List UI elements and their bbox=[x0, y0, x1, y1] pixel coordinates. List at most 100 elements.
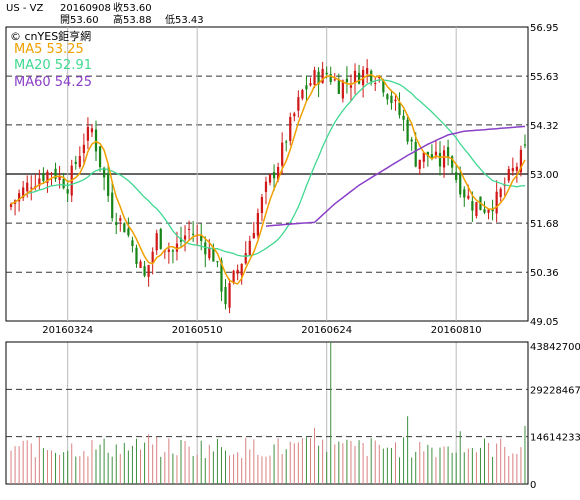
candle-body bbox=[503, 185, 506, 187]
candle-body bbox=[451, 156, 454, 168]
candle-body bbox=[256, 213, 259, 236]
candle-body bbox=[455, 172, 458, 180]
volume-bars bbox=[10, 342, 526, 484]
candle-body bbox=[58, 175, 61, 180]
candle-body bbox=[394, 99, 397, 102]
brand-name: cnYES鉅亨網 bbox=[24, 30, 92, 43]
candle-body bbox=[446, 147, 450, 158]
candle-body bbox=[167, 249, 170, 252]
candle-body bbox=[422, 152, 425, 162]
candle-body bbox=[38, 178, 41, 186]
candle-body bbox=[102, 167, 106, 178]
candle-body bbox=[268, 174, 272, 183]
volume-panel bbox=[5, 341, 529, 485]
header-open: 開53.60 bbox=[60, 15, 99, 26]
price-tick-label: 56.95 bbox=[530, 23, 559, 34]
candle-body bbox=[390, 95, 393, 104]
candle-body bbox=[143, 266, 146, 276]
candle-body bbox=[386, 94, 389, 100]
candle-body bbox=[434, 151, 438, 156]
candle-body bbox=[285, 141, 288, 143]
price-axis: 56.95 55.63 54.32 53.00 51.68 50.36 49.05 bbox=[530, 23, 559, 328]
candle-body bbox=[94, 129, 98, 152]
price-tick-label: 54.32 bbox=[530, 121, 559, 132]
candle-body bbox=[483, 209, 486, 213]
candle-body bbox=[430, 154, 434, 160]
candle-body bbox=[42, 173, 45, 181]
candle-body bbox=[171, 250, 175, 252]
candle-body bbox=[22, 187, 25, 198]
ma60-line bbox=[265, 125, 526, 227]
candle-body bbox=[491, 208, 494, 212]
candle-body bbox=[54, 168, 57, 179]
volume-tick-label: 14614233 bbox=[530, 433, 580, 444]
moving-averages bbox=[10, 73, 526, 285]
candle-body bbox=[159, 228, 162, 249]
candle-body bbox=[374, 83, 377, 85]
candle-body bbox=[272, 172, 276, 179]
candle-body bbox=[86, 126, 90, 141]
candle-body bbox=[402, 115, 405, 120]
volume-tick-label: 0 bbox=[530, 480, 536, 491]
candle-body bbox=[208, 247, 211, 259]
candle-body bbox=[353, 70, 357, 83]
candle-body bbox=[519, 149, 523, 173]
candle-body bbox=[499, 188, 502, 198]
candle-body bbox=[236, 269, 239, 274]
candle-body bbox=[216, 261, 219, 263]
candle-body bbox=[107, 173, 110, 196]
candle-body bbox=[139, 261, 142, 269]
candle-body bbox=[175, 243, 179, 252]
candle-body bbox=[232, 270, 235, 283]
candle-body bbox=[438, 152, 442, 167]
candle-body bbox=[252, 233, 255, 239]
candle-body bbox=[414, 142, 417, 167]
candle-body bbox=[475, 202, 478, 217]
candle-body bbox=[187, 228, 191, 230]
candle-body bbox=[131, 240, 134, 247]
candle-body bbox=[264, 181, 268, 192]
candle-body bbox=[515, 166, 518, 171]
candle-body bbox=[119, 218, 122, 221]
date-tick-label: 20160510 bbox=[172, 325, 223, 336]
candle-body bbox=[511, 167, 514, 172]
candle-body bbox=[349, 85, 353, 88]
candle-body bbox=[463, 189, 466, 198]
header-symbol: US - VZ bbox=[6, 3, 44, 14]
candle-body bbox=[281, 142, 284, 166]
candle-body bbox=[418, 159, 421, 169]
volume-axis: 43842700 29228467 14614233 0 bbox=[530, 342, 580, 491]
candle-body bbox=[442, 150, 446, 168]
candle-body bbox=[228, 283, 231, 308]
candle-body bbox=[74, 161, 77, 164]
candle-body bbox=[345, 78, 349, 83]
ma20-line bbox=[10, 79, 526, 257]
candle-body bbox=[398, 102, 401, 116]
candle-body bbox=[341, 80, 344, 99]
candle-body bbox=[289, 117, 292, 141]
candle-body bbox=[248, 240, 251, 257]
candle-body bbox=[467, 195, 470, 199]
date-tick-label: 20160324 bbox=[42, 325, 93, 336]
candle-body bbox=[317, 71, 320, 85]
candle-body bbox=[277, 167, 280, 180]
candle-body bbox=[325, 72, 328, 75]
date-tick-label: 20160624 bbox=[301, 325, 352, 336]
candle-body bbox=[426, 151, 429, 157]
candle-body bbox=[366, 68, 369, 74]
candle-body bbox=[90, 128, 94, 133]
candle-body bbox=[127, 228, 130, 236]
copyright-icon: © bbox=[10, 30, 21, 43]
candle-body bbox=[50, 173, 53, 175]
candle-body bbox=[487, 209, 490, 213]
candle-body bbox=[459, 174, 462, 195]
candle-body bbox=[313, 70, 316, 85]
candle-body bbox=[240, 263, 243, 276]
brand-label: © cnYES鉅亨網 bbox=[10, 29, 91, 45]
candle-body bbox=[111, 192, 114, 219]
legend-ma5: MA5 53.25 bbox=[14, 42, 84, 57]
candle-body bbox=[135, 247, 138, 264]
volume-grid bbox=[6, 388, 528, 438]
candle-body bbox=[26, 182, 29, 192]
